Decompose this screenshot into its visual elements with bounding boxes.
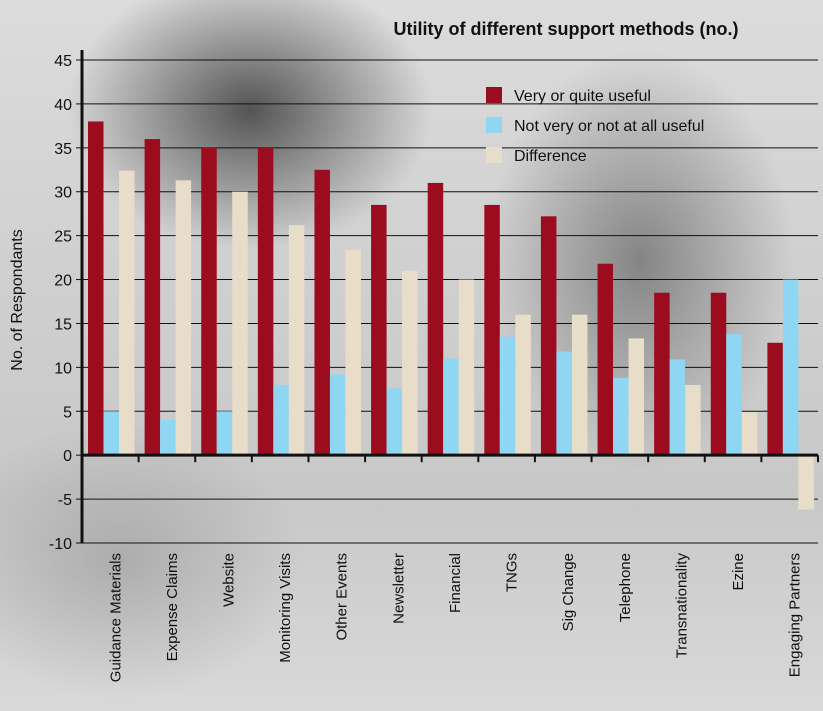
bar-difference (402, 270, 418, 456)
bar-not-useful (499, 336, 516, 456)
bar-not-useful (329, 374, 346, 456)
y-tick-label: -5 (58, 492, 72, 509)
bar-not-useful (216, 411, 233, 456)
bar-difference (628, 338, 645, 456)
bar-not-useful (556, 351, 572, 456)
axes (80, 50, 819, 543)
y-tick-label: 40 (54, 97, 72, 114)
bar-useful (427, 182, 444, 456)
x-tick-label: Newsletter (390, 553, 407, 624)
bar-useful (257, 147, 274, 456)
x-tick-label: Expense Claims (164, 553, 181, 661)
bar-useful (597, 263, 614, 456)
bar-useful (654, 292, 670, 456)
x-tick-label: Telephone (617, 553, 634, 622)
bar-useful (144, 139, 161, 456)
y-tick-label: 5 (63, 404, 72, 421)
y-tick-label: 25 (54, 229, 72, 246)
bar-useful (314, 169, 330, 456)
x-tick-label: Sig Change (560, 553, 577, 631)
bar-difference (175, 180, 192, 456)
chart-title: Utility of different support methods (no… (394, 19, 739, 39)
legend: Very or quite useful Not very or not at a… (486, 87, 704, 165)
bars (88, 121, 814, 510)
legend-swatch (486, 117, 502, 133)
bar-useful (88, 121, 104, 456)
bar-difference (458, 279, 475, 456)
x-tick-label: Guidance Materials (107, 553, 124, 682)
x-tick-label: Transnationality (673, 553, 690, 659)
x-tick-label: Website (221, 553, 238, 607)
y-axis-label: No. of Respondants (9, 229, 26, 370)
y-tick-label: 10 (54, 360, 72, 377)
bar-difference (741, 412, 758, 456)
legend-label: Very or quite useful (514, 88, 651, 105)
y-tick-label: 15 (54, 316, 72, 333)
x-tick-label: Ezine (730, 553, 747, 591)
bar-not-useful (669, 359, 686, 456)
bar-useful (371, 204, 387, 456)
y-tick-label: 20 (54, 273, 72, 290)
x-tick-labels: Guidance Materials Expense Claims Website M… (107, 553, 803, 683)
bar-not-useful (103, 411, 119, 456)
y-tick-label: 45 (54, 53, 72, 70)
bar-difference (288, 225, 305, 456)
legend-label: Not very or not at all useful (514, 118, 704, 135)
bar-not-useful (386, 388, 403, 456)
y-tick-label: 0 (63, 448, 72, 465)
legend-swatch (486, 147, 502, 163)
y-tick-label: 30 (54, 185, 72, 202)
bar-difference (232, 191, 248, 456)
x-tick-label: Monitoring Visits (277, 553, 294, 663)
bar-not-useful (726, 333, 742, 456)
bar-useful (540, 216, 557, 456)
x-tick-label: Engaging Partners (787, 553, 804, 677)
bar-difference (119, 170, 135, 456)
bar-useful (710, 292, 727, 456)
bar-not-useful (782, 279, 799, 456)
bar-useful (767, 342, 783, 456)
bar-difference (685, 384, 701, 456)
legend-swatch (486, 87, 502, 103)
y-tick-labels: -10 -5 0 5 10 15 20 25 30 35 40 45 (49, 53, 72, 553)
x-tick-label: Financial (447, 553, 464, 613)
bar-difference (798, 455, 814, 510)
x-tick-label: TNGs (504, 553, 521, 592)
bar-not-useful (160, 420, 176, 456)
bar-difference (571, 314, 588, 456)
y-tick-label: -10 (49, 536, 72, 553)
bar-not-useful (613, 377, 629, 456)
x-tick-label: Other Events (334, 553, 351, 641)
y-tick-label: 35 (54, 141, 72, 158)
bar-difference (345, 249, 361, 456)
bar-not-useful (273, 384, 289, 456)
bar-difference (515, 314, 531, 456)
bar-useful (201, 147, 217, 456)
bar-not-useful (443, 358, 459, 456)
bar-useful (484, 204, 500, 456)
legend-label: Difference (514, 148, 587, 165)
